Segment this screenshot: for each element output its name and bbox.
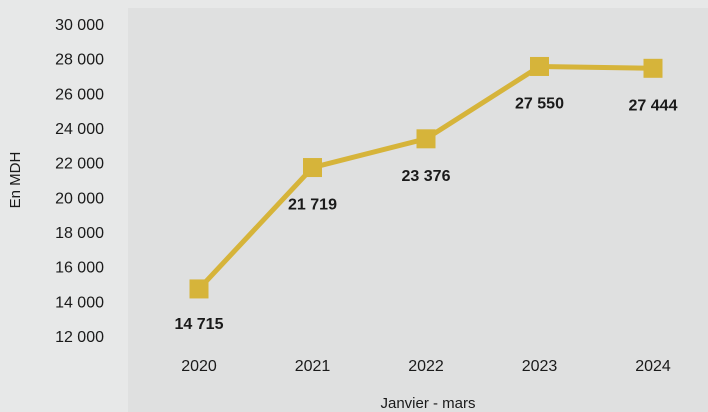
data-label: 23 376 [402,168,451,185]
y-tick-label: 24 000 [55,121,104,138]
series-markers [189,56,663,299]
data-point-marker [303,158,322,178]
y-tick-label: 20 000 [55,190,104,207]
y-tick-label: 14 000 [55,294,104,311]
data-point-marker [189,279,209,299]
data-point-marker [530,56,549,76]
x-tick-label: 2021 [295,358,331,375]
data-point-marker [416,129,436,149]
data-label: 14 715 [175,316,224,333]
y-tick-label: 22 000 [55,156,104,173]
data-point-marker [643,58,663,78]
data-label: 27 444 [629,97,678,114]
data-label: 21 719 [288,197,337,214]
x-axis-ticks: 2020 2021 2022 2023 2024 [181,358,671,375]
y-tick-label: 18 000 [55,225,104,242]
x-tick-label: 2023 [522,358,558,375]
y-tick-label: 12 000 [55,329,104,346]
y-tick-label: 28 000 [55,52,104,69]
y-tick-label: 30 000 [55,17,104,34]
y-tick-label: 16 000 [55,260,104,277]
data-labels: 14 715 21 719 23 376 27 550 27 444 [175,95,678,332]
x-tick-label: 2022 [408,358,444,375]
y-tick-label: 26 000 [55,86,104,103]
y-axis-ticks: 12 000 14 000 16 000 18 000 20 000 22 000 24 0… [55,17,104,346]
x-tick-label: 2020 [181,358,217,375]
y-axis-title: En MDH [7,152,24,209]
data-label: 27 550 [515,95,564,112]
x-axis-title: Janvier - mars [380,395,475,412]
plot-area [128,8,708,412]
x-tick-label: 2024 [635,358,671,375]
